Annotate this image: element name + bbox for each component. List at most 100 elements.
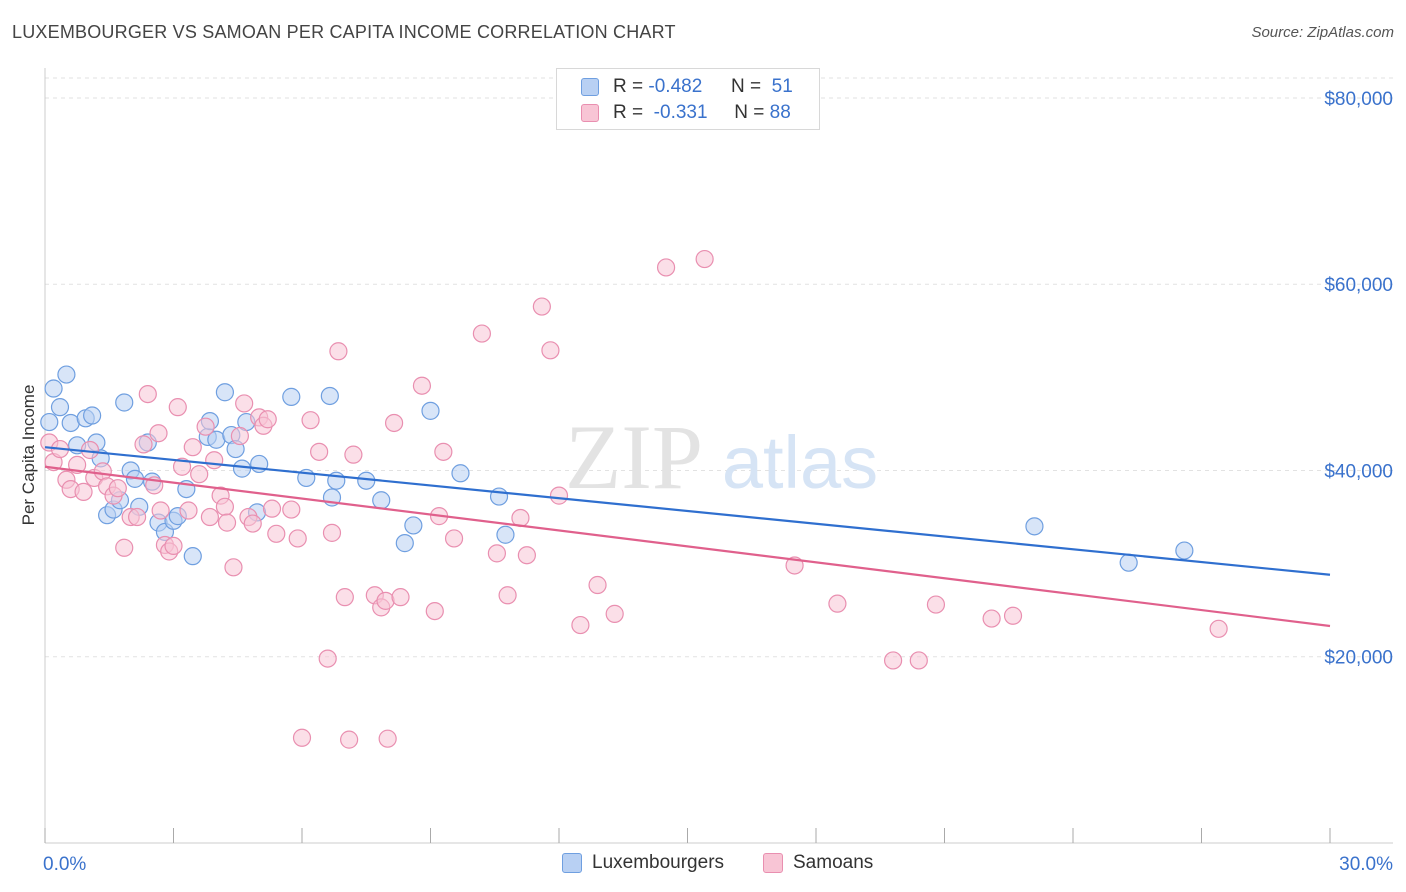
samoans-point [391,588,410,607]
x-tick-label: 30.0% [1339,854,1393,875]
samoans-point [1209,619,1228,638]
luxembourgers-point [372,491,391,510]
samoans-point [138,385,157,404]
samoans-point [292,728,312,747]
legend-n-label: N = [734,102,765,123]
legend-r-label: R = [613,102,644,123]
samoans-point [215,497,234,516]
legend-r-value: -0.482 [648,76,703,97]
stats-legend: R = -0.482 N = 51 R = -0.331 N = 88 [556,68,820,130]
samoans-point [258,410,277,429]
grid-lines [45,77,1393,658]
samoans-point [168,398,187,417]
bottom-legend-swatch-luxembourgers [562,853,582,873]
legend-n-label: N = [730,76,762,97]
samoans-point [301,411,320,430]
samoans-point [498,586,517,605]
samoans-point [828,594,847,613]
luxembourgers-point [83,406,102,425]
samoans-point [267,524,286,543]
samoans-point [378,729,397,748]
bottom-legend-swatch-samoans [763,853,783,873]
samoans-point [425,601,444,621]
samoans-point [344,445,363,464]
samoans-point [172,457,192,476]
luxembourgers-point [44,379,63,398]
x-tick-label: 0.0% [43,854,86,875]
samoans-point [329,342,348,361]
samoans-point [549,486,569,505]
watermark-zip: ZIP [565,406,703,508]
samoans-point [571,615,590,635]
luxembourgers-point [451,464,470,483]
legend-row-samoans: R = -0.331 N = 88 [581,101,791,125]
legend-n-value: 88 [769,102,791,123]
samoans-point [695,249,714,269]
samoans-point [588,575,607,595]
samoans-point [605,604,624,623]
luxembourgers-point [496,525,515,544]
samoans-point [224,558,243,577]
legend-n-value: 51 [771,76,793,97]
samoans-point [444,529,464,548]
legend-r-value: -0.331 [653,102,708,123]
samoans-point [134,435,153,454]
samoans-point [434,442,453,461]
samoans-point [517,546,536,565]
samoans-point [243,514,262,533]
samoans-point [262,499,282,518]
luxembourgers-point [1175,541,1194,560]
data-points [40,249,1228,749]
samoans-point [235,394,254,413]
luxembourgers-point [1025,517,1044,536]
samoans-point [190,465,209,484]
samoans-point [93,462,112,481]
samoans-point [164,536,183,556]
samoans-point [982,609,1001,628]
samoans-point [1003,606,1023,625]
series-samoans [40,249,1228,749]
watermark: ZIP atlas [565,406,878,508]
samoans-point [322,523,342,542]
luxembourgers-point [395,534,414,553]
samoans-point [909,651,928,670]
y-tick-label: $60,000 [1324,275,1393,296]
samoans-point [282,500,301,519]
samoans-point [179,501,198,520]
samoans-point [926,595,946,614]
samoans-point [541,341,560,360]
samoans-point [310,442,329,461]
samoans-trend-line [44,465,1331,628]
samoans-point [472,324,491,343]
luxembourgers-point [215,383,234,402]
samoans-point [532,297,551,316]
axis-labels: $20,000 $40,000 $60,000 $80,000 0.0% 30.0% Per… [19,89,1393,875]
legend-swatch-luxembourgers [581,78,599,96]
luxembourgers-point [50,398,70,417]
samoans-point [883,651,903,670]
watermark-atlas: atlas [722,421,878,504]
samoans-point [149,424,168,443]
samoans-point [656,258,676,277]
axes [44,68,1393,844]
samoans-point [200,507,220,527]
luxembourgers-trend-line [44,446,1331,576]
bottom-legend-luxembourgers: Luxembourgers [562,852,724,874]
samoans-point [115,538,134,557]
luxembourgers-point [1119,553,1138,572]
samoans-point [151,501,170,520]
samoans-point [318,649,337,668]
samoans-point [74,482,93,501]
samoans-point [205,451,224,470]
luxembourgers-point [115,393,134,412]
samoans-point [108,479,127,498]
luxembourgers-point [421,401,440,420]
bottom-legend-label: Luxembourgers [592,852,725,873]
samoans-point [127,507,147,527]
trend-lines [44,446,1331,628]
luxembourgers-point [57,365,76,384]
samoans-point [335,588,354,607]
legend-r-label: R = [613,76,644,97]
samoans-point [196,417,215,436]
